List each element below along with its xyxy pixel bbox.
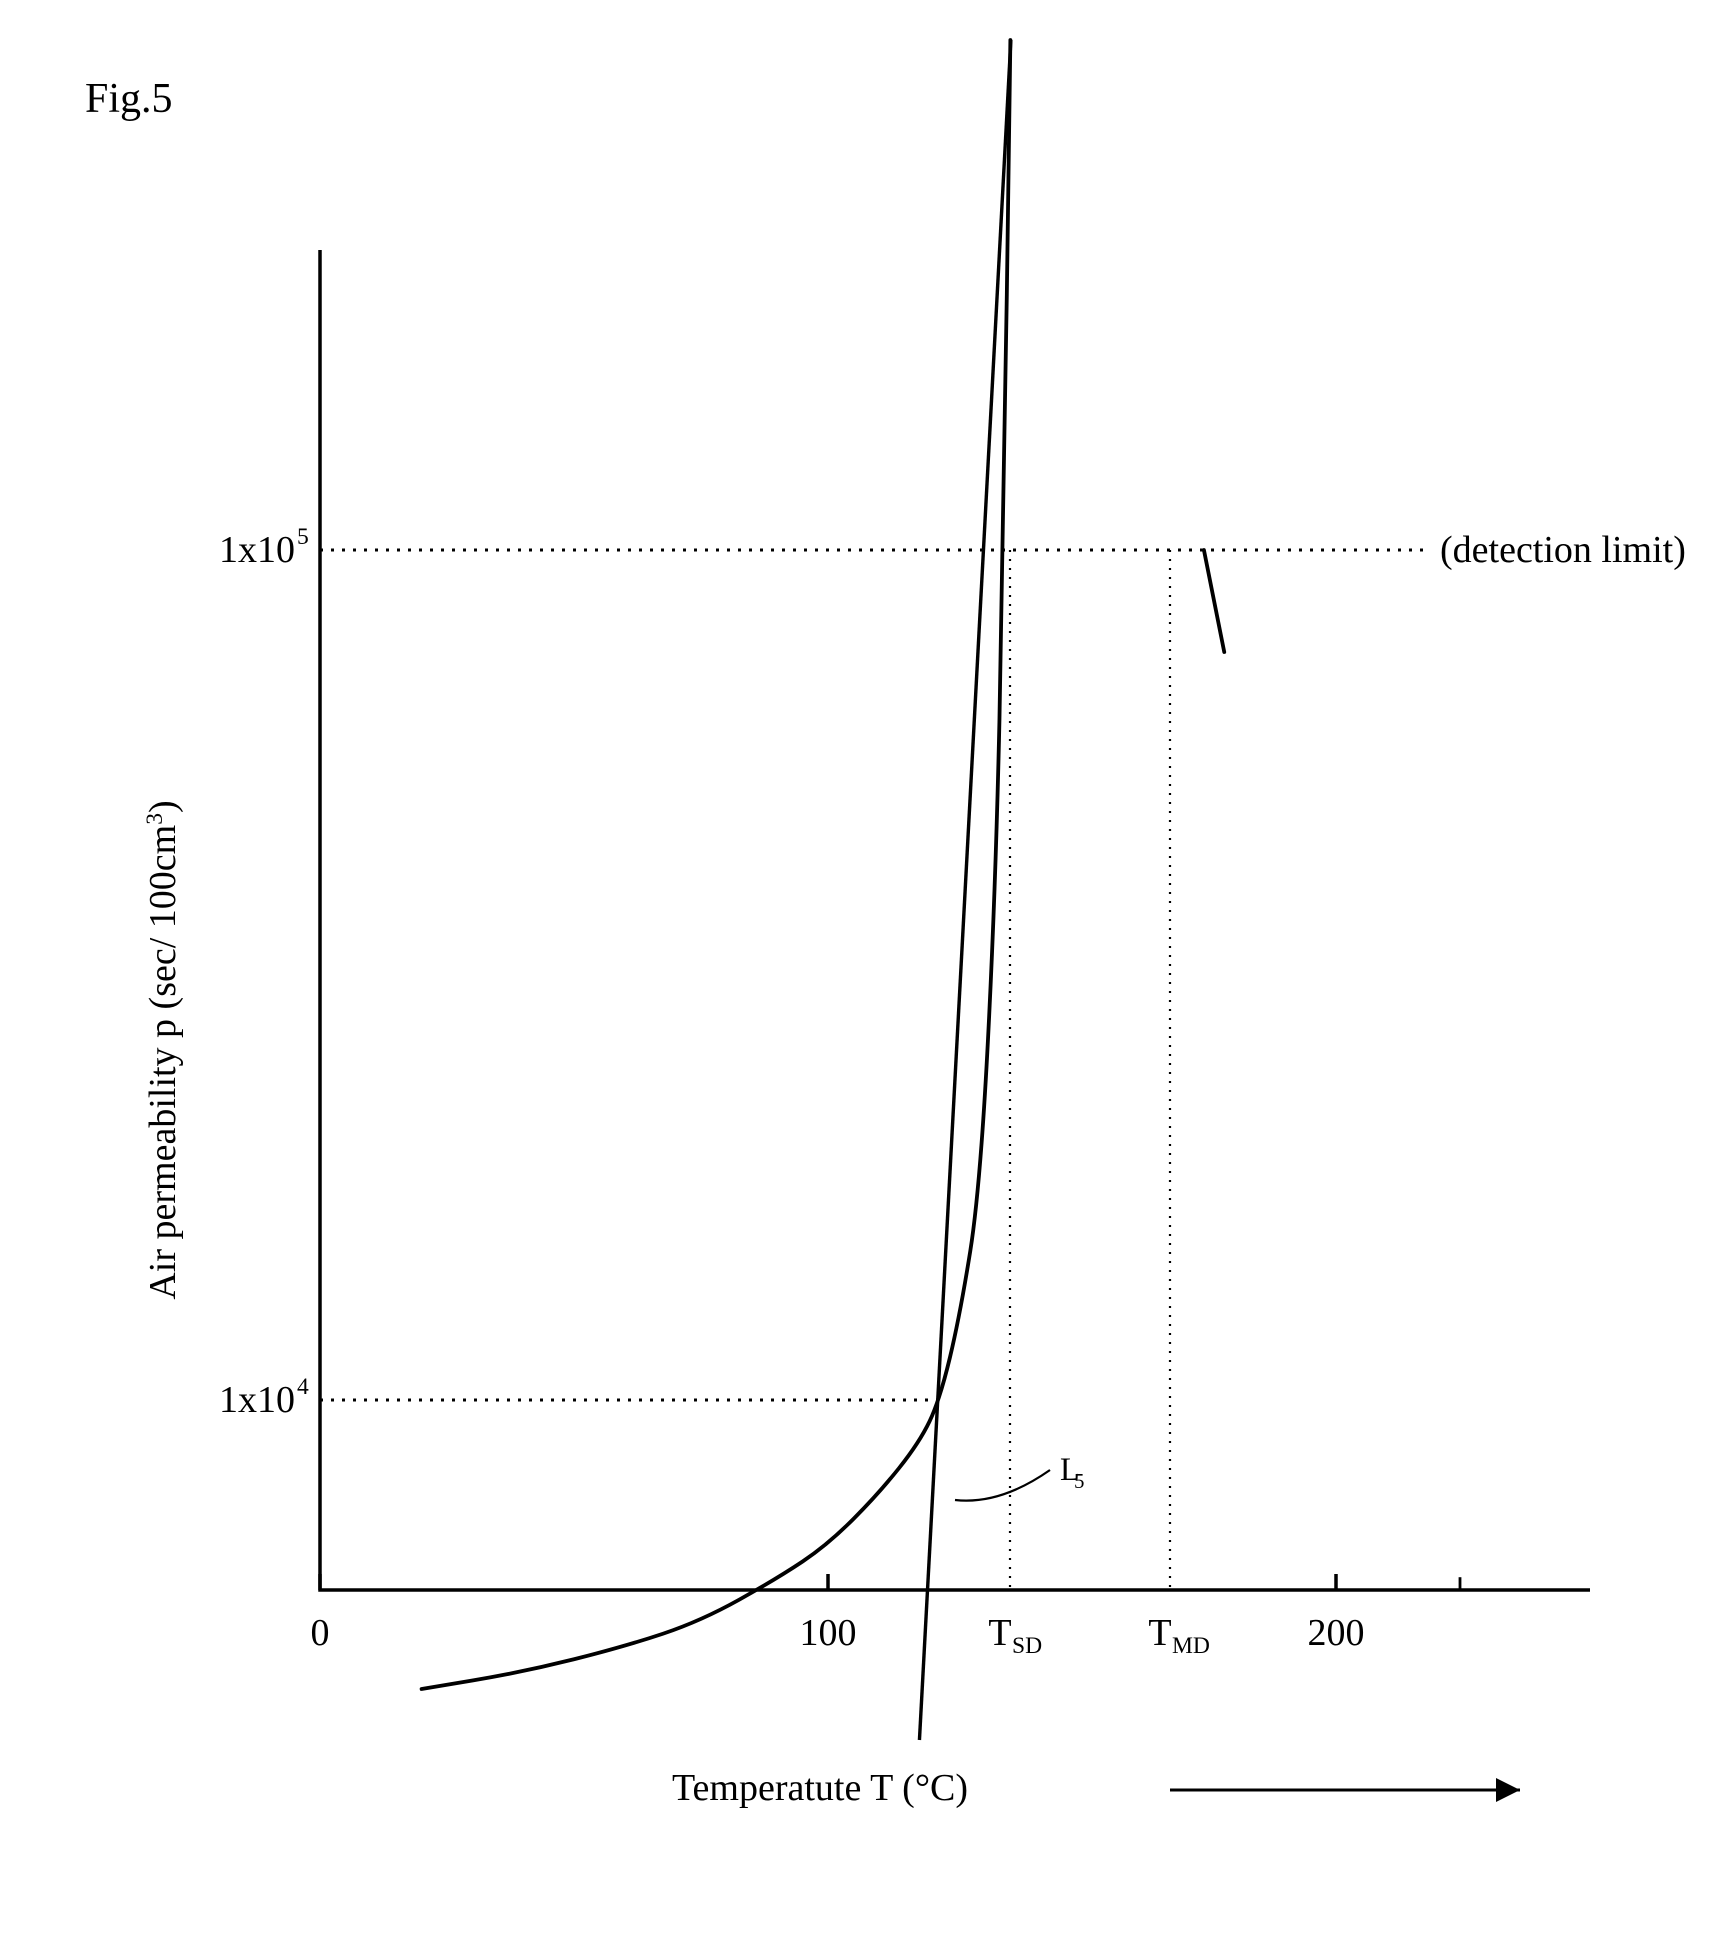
tsd-label: T bbox=[988, 1612, 1011, 1654]
meltdown-drop bbox=[1204, 550, 1224, 652]
tangent-line bbox=[919, 40, 1010, 1740]
x-axis-arrow-head bbox=[1496, 1778, 1520, 1802]
tsd-label-sub: SD bbox=[1012, 1633, 1042, 1659]
curve-l5 bbox=[422, 40, 1011, 1689]
l5-label-sub: 5 bbox=[1074, 1469, 1084, 1493]
y-tick-label-exp: 4 bbox=[297, 1374, 309, 1400]
l5-leader bbox=[955, 1470, 1050, 1501]
x-axis-title: Temperatute T (°C) bbox=[672, 1767, 968, 1809]
detection-limit-label: (detection limit) bbox=[1440, 529, 1686, 571]
y-tick-label: 1x10 bbox=[219, 529, 295, 571]
x-tick-label: 200 bbox=[1308, 1612, 1365, 1654]
x-tick-label: 0 bbox=[311, 1612, 330, 1654]
y-axis-title: Air permeability p (sec/ 100cm3) bbox=[142, 800, 184, 1299]
page: Fig.5 01002001x1041x105TSDTMD(detection … bbox=[0, 0, 1733, 1944]
tmd-label: T bbox=[1148, 1612, 1171, 1654]
tmd-label-sub: MD bbox=[1172, 1633, 1210, 1659]
y-tick-label: 1x10 bbox=[219, 1379, 295, 1421]
y-tick-label-exp: 5 bbox=[297, 524, 309, 550]
chart: 01002001x1041x105TSDTMD(detection limit)… bbox=[0, 0, 1733, 1944]
x-tick-label: 100 bbox=[800, 1612, 857, 1654]
axes bbox=[320, 250, 1590, 1590]
